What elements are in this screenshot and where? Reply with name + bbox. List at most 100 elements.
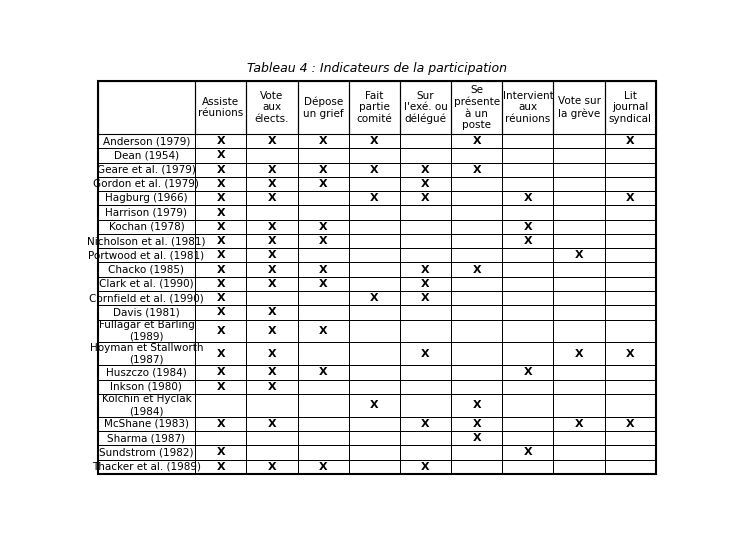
Text: X: X <box>523 193 532 204</box>
Bar <box>98 417 196 431</box>
Bar <box>400 220 451 234</box>
Text: X: X <box>626 193 634 204</box>
Bar <box>451 148 502 163</box>
Text: X: X <box>319 136 328 146</box>
Text: Davis (1981): Davis (1981) <box>113 308 180 317</box>
Text: X: X <box>217 349 225 359</box>
Text: X: X <box>217 193 225 204</box>
Bar <box>553 263 605 277</box>
Text: X: X <box>575 419 584 429</box>
Text: X: X <box>473 419 481 429</box>
Bar <box>298 320 349 343</box>
Bar <box>553 365 605 380</box>
Bar <box>349 343 400 365</box>
Bar <box>553 431 605 445</box>
Bar <box>400 343 451 365</box>
Bar <box>98 177 196 191</box>
Bar <box>553 81 605 134</box>
Text: X: X <box>217 136 225 146</box>
Bar <box>400 291 451 306</box>
Bar <box>98 134 196 148</box>
Bar <box>298 191 349 205</box>
Bar <box>451 460 502 474</box>
Text: X: X <box>421 265 430 274</box>
Bar <box>605 134 656 148</box>
Bar <box>98 263 196 277</box>
Text: X: X <box>523 367 532 378</box>
Text: X: X <box>421 349 430 359</box>
Bar <box>349 365 400 380</box>
Bar <box>451 205 502 220</box>
Bar <box>98 277 196 291</box>
Bar <box>605 343 656 365</box>
Bar <box>451 380 502 394</box>
Bar <box>502 417 553 431</box>
Bar <box>196 460 246 474</box>
Bar <box>502 394 553 417</box>
Text: X: X <box>268 265 276 274</box>
Bar <box>196 343 246 365</box>
Bar <box>400 205 451 220</box>
Bar <box>400 394 451 417</box>
Bar <box>246 291 298 306</box>
Bar <box>349 177 400 191</box>
Text: X: X <box>523 222 532 232</box>
Bar <box>502 380 553 394</box>
Bar <box>98 365 196 380</box>
Bar <box>553 291 605 306</box>
Bar <box>246 134 298 148</box>
Text: X: X <box>217 207 225 217</box>
Bar <box>605 291 656 306</box>
Bar <box>400 191 451 205</box>
Text: X: X <box>370 400 379 410</box>
Bar <box>502 148 553 163</box>
Bar <box>605 163 656 177</box>
Bar <box>451 81 502 134</box>
Bar <box>400 234 451 248</box>
Text: X: X <box>473 165 481 175</box>
Bar <box>605 205 656 220</box>
Bar <box>196 320 246 343</box>
Bar <box>349 248 400 263</box>
Bar <box>553 394 605 417</box>
Bar <box>298 380 349 394</box>
Bar <box>196 177 246 191</box>
Text: X: X <box>217 150 225 161</box>
Bar <box>196 431 246 445</box>
Text: X: X <box>370 136 379 146</box>
Text: X: X <box>421 293 430 303</box>
Text: X: X <box>268 382 276 391</box>
Bar <box>349 148 400 163</box>
Bar <box>553 191 605 205</box>
Bar <box>196 134 246 148</box>
Text: X: X <box>217 222 225 232</box>
Bar <box>605 365 656 380</box>
Bar <box>298 163 349 177</box>
Bar <box>451 220 502 234</box>
Bar <box>451 431 502 445</box>
Bar <box>451 320 502 343</box>
Bar <box>98 343 196 365</box>
Bar <box>196 394 246 417</box>
Text: X: X <box>626 136 634 146</box>
Bar <box>98 191 196 205</box>
Bar <box>298 205 349 220</box>
Text: X: X <box>268 250 276 260</box>
Text: X: X <box>268 222 276 232</box>
Bar <box>298 134 349 148</box>
Bar <box>246 220 298 234</box>
Bar <box>349 205 400 220</box>
Bar <box>298 220 349 234</box>
Bar <box>196 234 246 248</box>
Text: X: X <box>319 265 328 274</box>
Bar <box>246 460 298 474</box>
Bar <box>298 148 349 163</box>
Bar <box>553 417 605 431</box>
Bar <box>349 445 400 460</box>
Text: X: X <box>268 136 276 146</box>
Bar <box>553 320 605 343</box>
Bar <box>400 148 451 163</box>
Bar <box>298 263 349 277</box>
Text: Lit
journal
syndical: Lit journal syndical <box>609 91 652 124</box>
Bar <box>246 81 298 134</box>
